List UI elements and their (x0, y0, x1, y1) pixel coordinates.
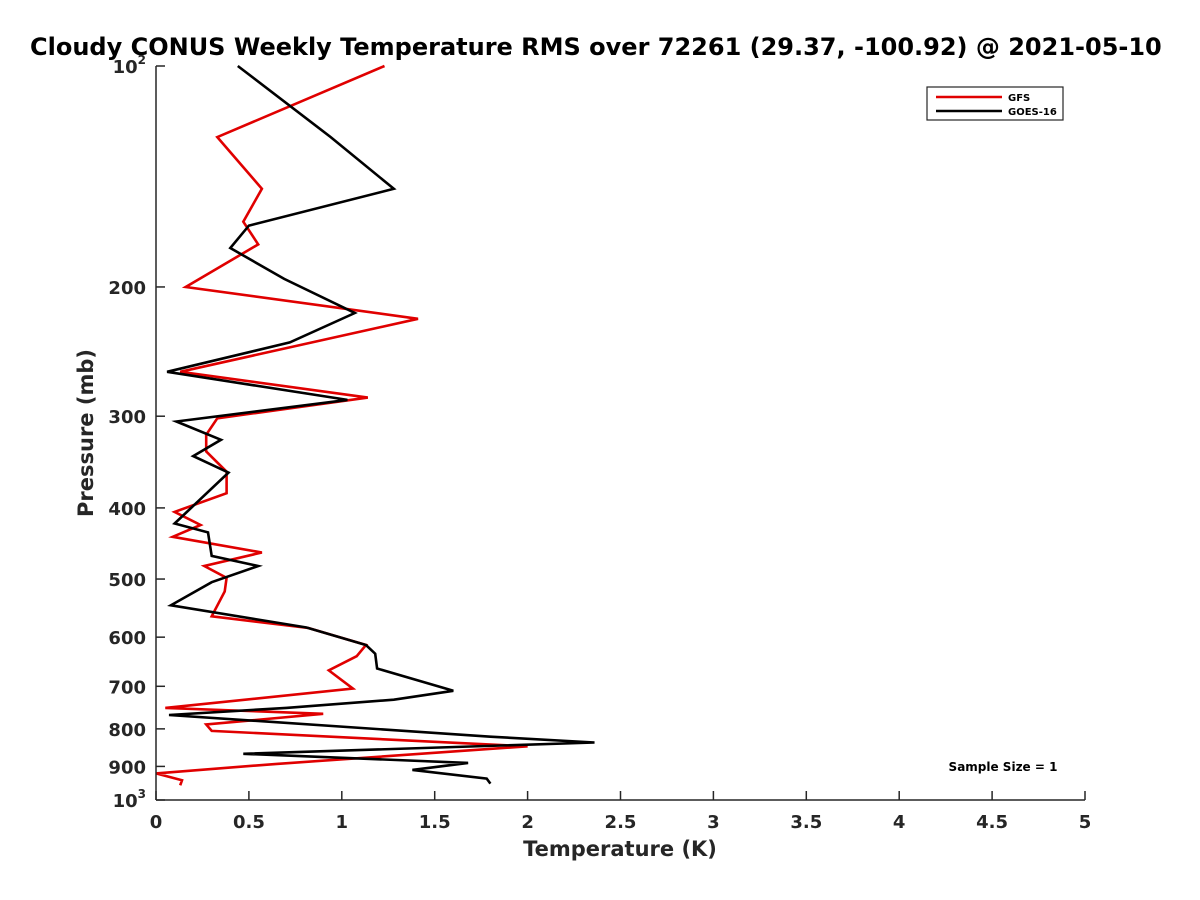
y-tick-label: 103 (113, 787, 146, 812)
x-tick-label: 2.5 (605, 812, 637, 833)
y-tick-label: 102 (113, 53, 146, 78)
x-tick-label: 0.5 (233, 812, 265, 833)
x-tick-label: 5 (1079, 812, 1092, 833)
x-tick-label: 1.5 (419, 812, 451, 833)
y-tick-label: 700 (108, 677, 146, 698)
axes-layer: 0 0.5 1 1.5 2 2.5 3 3.5 4 4.5 5 102 200 300 400 500 600 7… (108, 53, 1091, 833)
x-tick-label: 4 (893, 812, 906, 833)
x-tick-label: 1 (336, 812, 349, 833)
series-line-gfs (155, 64, 528, 786)
chart-title: Cloudy CONUS Weekly Temperature RMS over… (30, 33, 1162, 61)
legend-entry-label: GFS (1008, 93, 1030, 104)
legend: GFS GOES-16 (926, 86, 1064, 121)
y-axis-label: Pressure (mb) (74, 349, 98, 517)
x-tick-label: 3.5 (790, 812, 822, 833)
series-line-goes-16 (166, 64, 595, 785)
y-tick-label: 300 (108, 407, 146, 428)
legend-box (926, 86, 1064, 121)
x-tick-label: 3 (707, 812, 720, 833)
y-tick-label: 400 (108, 499, 146, 520)
y-tick-label: 800 (108, 720, 146, 741)
y-tick-label: 200 (108, 278, 146, 299)
x-axis-label: Temperature (K) (523, 837, 717, 861)
legend-entry-label: GOES-16 (1008, 107, 1057, 118)
y-tick-label: 900 (108, 757, 146, 778)
x-tick-label: 4.5 (976, 812, 1008, 833)
x-tick-label: 0 (150, 812, 163, 833)
x-tick-label: 2 (521, 812, 534, 833)
series-layer (155, 64, 595, 786)
y-tick-label: 600 (108, 628, 146, 649)
y-tick-label: 500 (108, 570, 146, 591)
sample-size-annotation: Sample Size = 1 (949, 760, 1058, 774)
